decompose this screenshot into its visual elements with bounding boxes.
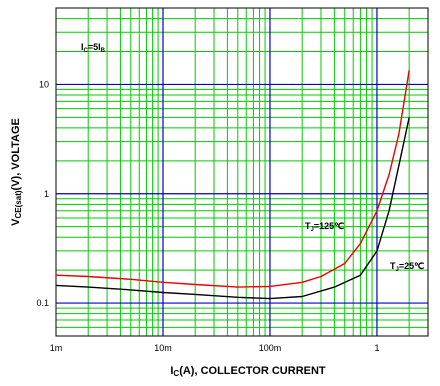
x-axis-title: IC(A), COLLECTOR CURRENT xyxy=(170,365,326,378)
series-label-tj-125: TJ=125℃ xyxy=(305,221,344,233)
series-label-tj-25: TJ=25℃ xyxy=(390,261,424,273)
y-tick-label: 1 xyxy=(44,189,49,199)
grid xyxy=(56,8,428,336)
y-axis-title: VCE(sat)(V), VOLTAGE xyxy=(10,118,23,226)
series-layer xyxy=(55,70,410,300)
condition-label: IC=5IB xyxy=(81,42,106,54)
series-line-tj-125 xyxy=(55,70,410,288)
y-tick-label: 0.1 xyxy=(36,298,49,308)
x-tick-label: 10m xyxy=(154,343,172,353)
tick-labels: 1m 10m 100m 1 0.1 1 10 xyxy=(36,79,379,353)
x-tick-label: 1m xyxy=(50,343,63,353)
x-tick-label: 1 xyxy=(374,343,379,353)
plot-frame xyxy=(55,7,429,337)
y-tick-label: 10 xyxy=(39,79,49,89)
x-tick-label: 100m xyxy=(259,343,282,353)
series-line-tj-25 xyxy=(55,117,410,300)
